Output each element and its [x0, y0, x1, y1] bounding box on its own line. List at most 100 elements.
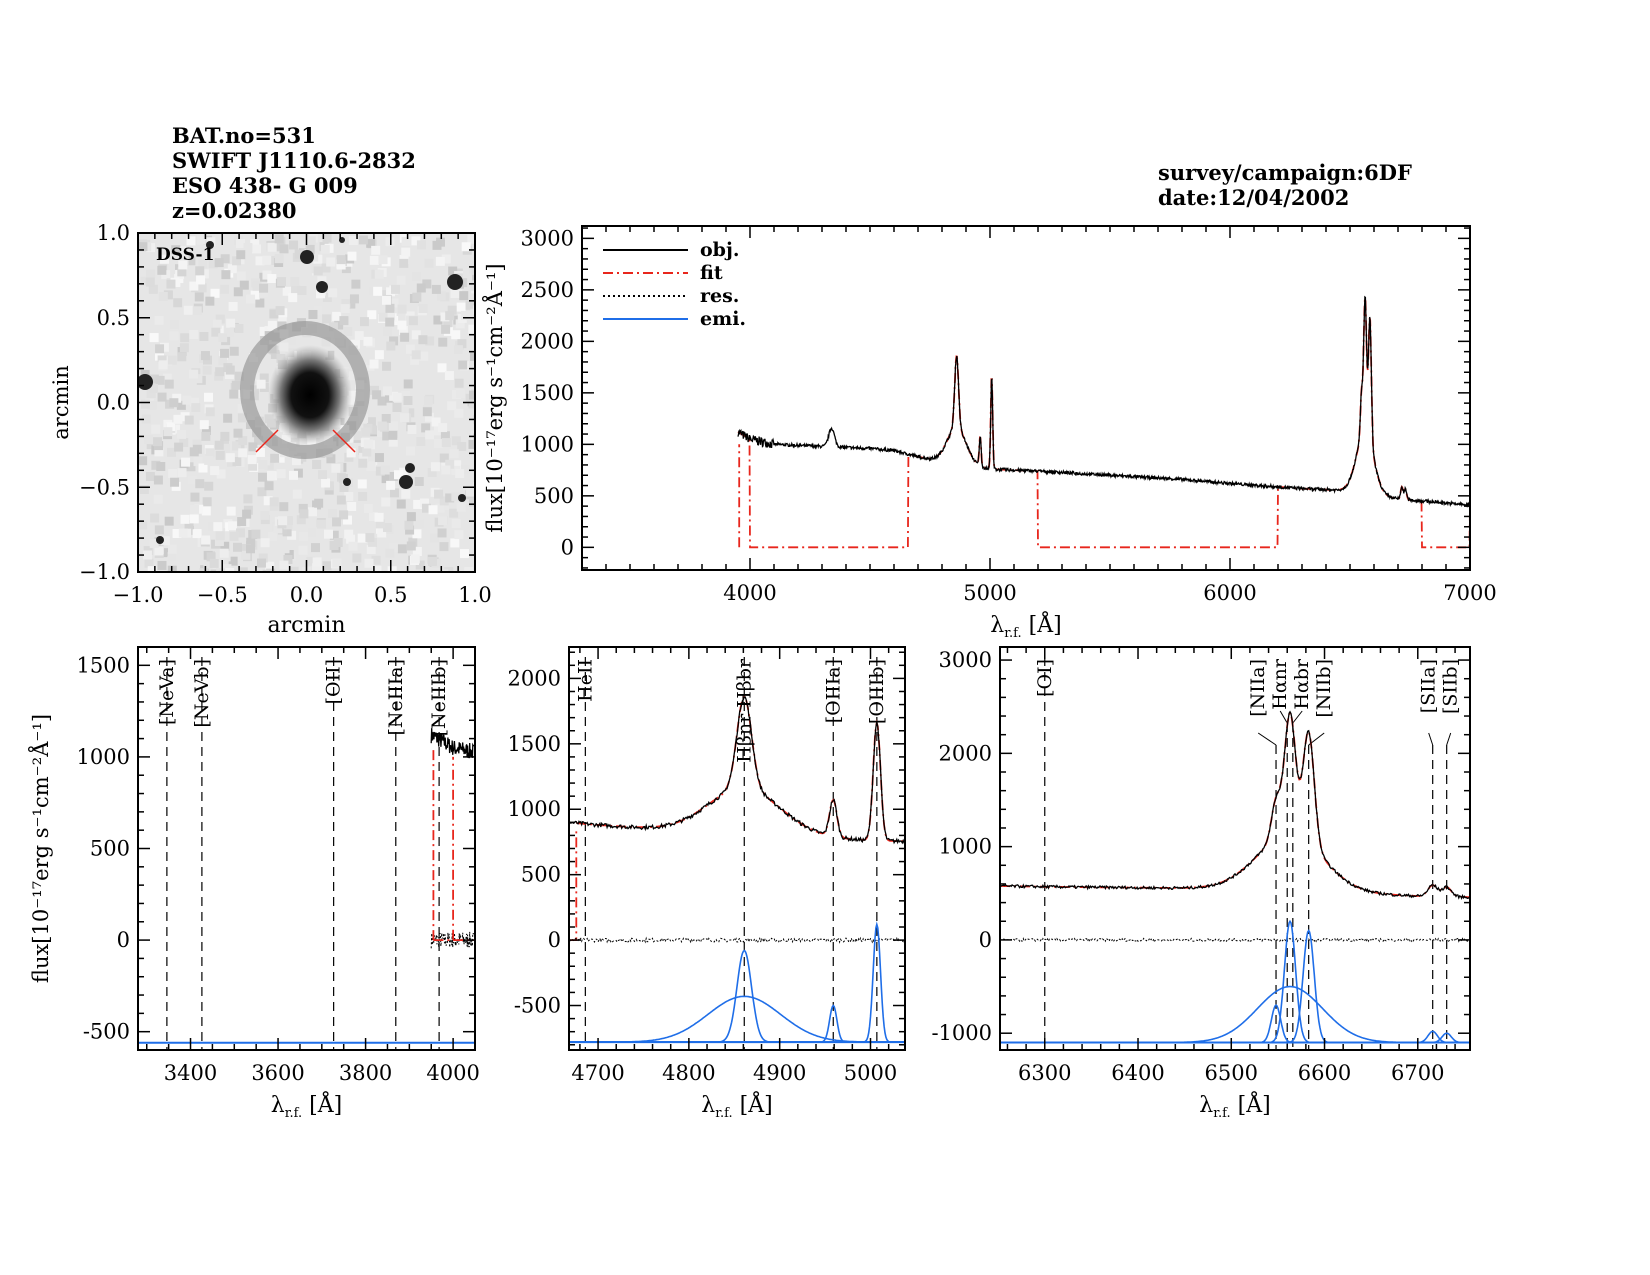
- noise-pixel: [188, 475, 198, 485]
- noise-pixel: [362, 447, 372, 457]
- noise-pixel: [373, 286, 383, 296]
- legend-label: obj.: [700, 239, 739, 261]
- noise-pixel: [146, 389, 156, 399]
- noise-pixel: [211, 327, 221, 337]
- y-tick-label: 2000: [939, 741, 992, 765]
- emi-component: [1000, 1030, 1470, 1044]
- noise-pixel: [391, 284, 401, 294]
- noise-pixel: [377, 528, 387, 538]
- noise-pixel: [317, 276, 327, 286]
- noise-pixel: [276, 353, 286, 363]
- noise-pixel: [163, 290, 173, 300]
- noise-pixel: [256, 558, 266, 568]
- noise-pixel: [339, 482, 349, 492]
- noise-pixel: [204, 455, 214, 465]
- noise-pixel: [287, 336, 297, 346]
- x-tick-label: 5000: [844, 1061, 897, 1085]
- noise-pixel: [194, 292, 204, 302]
- noise-pixel: [260, 510, 270, 520]
- res-line: [1000, 937, 1470, 943]
- noise-pixel: [422, 407, 432, 417]
- noise-pixel: [153, 475, 163, 485]
- noise-pixel: [381, 295, 391, 305]
- noise-pixel: [404, 520, 414, 530]
- line-label: Hαnr: [1269, 658, 1291, 710]
- noise-pixel: [371, 555, 381, 565]
- noise-pixel: [451, 436, 461, 446]
- noise-pixel: [156, 461, 166, 471]
- x-axis-label: arcmin: [267, 613, 345, 638]
- x-tick-label: 0.5: [374, 583, 407, 607]
- noise-pixel: [397, 320, 407, 330]
- noise-pixel: [257, 487, 267, 497]
- noise-pixel: [431, 284, 441, 294]
- noise-pixel: [461, 242, 471, 252]
- noise-pixel: [201, 535, 211, 545]
- y-tick-label: 3000: [521, 226, 574, 250]
- star: [447, 274, 463, 290]
- noise-pixel: [226, 318, 236, 328]
- x-tick-label: 4900: [753, 1061, 806, 1085]
- noise-pixel: [357, 533, 367, 543]
- noise-pixel: [428, 505, 438, 515]
- noise-pixel: [410, 355, 420, 365]
- noise-pixel: [372, 565, 382, 572]
- noise-pixel: [241, 550, 251, 560]
- noise-pixel: [403, 379, 413, 389]
- noise-pixel: [434, 489, 444, 499]
- noise-pixel: [410, 554, 420, 564]
- noise-pixel: [201, 426, 211, 436]
- noise-pixel: [200, 351, 210, 361]
- noise-pixel: [167, 355, 177, 365]
- noise-pixel: [213, 522, 223, 532]
- noise-pixel: [363, 504, 373, 513]
- noise-pixel: [470, 308, 475, 318]
- noise-pixel: [214, 371, 224, 381]
- noise-pixel: [430, 462, 440, 472]
- noise-pixel: [276, 469, 286, 479]
- star: [343, 478, 351, 486]
- noise-pixel: [163, 427, 173, 437]
- noise-pixel: [434, 438, 444, 448]
- noise-pixel: [468, 390, 475, 400]
- noise-pixel: [340, 304, 350, 314]
- noise-pixel: [146, 269, 156, 279]
- y-tick-label: 2000: [508, 666, 561, 690]
- noise-pixel: [284, 549, 294, 559]
- noise-pixel: [192, 439, 202, 449]
- noise-pixel: [433, 315, 443, 325]
- line-label: Hβnr Hβbr: [733, 658, 755, 763]
- noise-pixel: [226, 457, 236, 467]
- noise-pixel: [154, 315, 164, 325]
- noise-pixel: [365, 533, 375, 543]
- noise-pixel: [215, 314, 225, 324]
- noise-pixel: [138, 520, 148, 530]
- noise-pixel: [150, 513, 160, 523]
- noise-pixel: [339, 316, 349, 326]
- noise-pixel: [199, 420, 209, 430]
- noise-pixel: [312, 563, 322, 572]
- noise-pixel: [396, 275, 406, 285]
- noise-pixel: [399, 406, 409, 416]
- x-tick-label: 4800: [662, 1061, 715, 1085]
- noise-pixel: [196, 235, 206, 245]
- noise-pixel: [227, 521, 237, 531]
- noise-pixel: [227, 264, 237, 274]
- x-axis-label: λr.f. [Å]: [1199, 1090, 1270, 1121]
- noise-pixel: [259, 288, 269, 298]
- noise-pixel: [249, 385, 259, 395]
- noise-pixel: [252, 244, 262, 254]
- noise-pixel: [234, 371, 244, 381]
- noise-pixel: [464, 567, 474, 572]
- noise-pixel: [152, 437, 162, 447]
- noise-pixel: [438, 516, 448, 526]
- noise-pixel: [298, 545, 308, 555]
- noise-pixel: [366, 417, 376, 427]
- noise-pixel: [339, 510, 349, 520]
- noise-pixel: [338, 473, 348, 483]
- noise-pixel: [151, 424, 161, 434]
- noise-pixel: [468, 439, 475, 449]
- emi-component: [1000, 1004, 1470, 1044]
- noise-pixel: [377, 421, 387, 431]
- noise-pixel: [366, 238, 376, 248]
